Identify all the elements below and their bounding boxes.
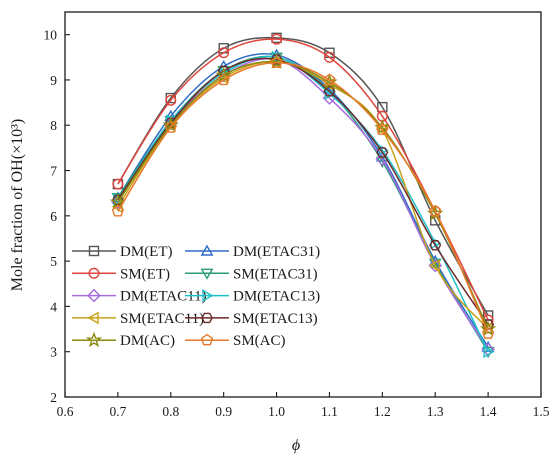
y-tick-label: 3 (50, 345, 57, 360)
data-point (429, 240, 442, 251)
legend-label: SM(ETAC11) (120, 311, 204, 327)
y-axis-title: Mole fraction of OH(×10³) (9, 119, 26, 291)
series-line (117, 55, 489, 353)
legend-marker (85, 331, 103, 348)
series-line (117, 53, 489, 348)
series-line (117, 36, 489, 316)
data-point (112, 178, 124, 190)
series-9 (111, 56, 495, 339)
x-tick-label: 1.2 (374, 404, 391, 419)
legend-label: SM(ET) (120, 266, 170, 282)
x-tick-label: 1.0 (268, 404, 285, 419)
y-tick-label: 5 (50, 254, 57, 269)
y-tick-label: 2 (50, 390, 57, 405)
data-point (164, 121, 177, 133)
y-tick-label: 4 (50, 299, 57, 314)
legend-marker (200, 244, 214, 256)
legend-label: SM(ETAC13) (233, 311, 318, 327)
series-line (117, 55, 489, 353)
legend-label: SM(ETAC31) (233, 266, 318, 282)
x-tick-label: 1.4 (480, 404, 497, 419)
legend-item: DM(ET) (72, 244, 173, 260)
y-tick-label: 9 (50, 73, 57, 88)
x-tick-label: 1.1 (321, 404, 338, 419)
x-tick-label: 1.5 (533, 404, 550, 419)
y-tick-label: 7 (50, 164, 57, 179)
legend-item: DM(ETAC11) (72, 289, 207, 305)
legend-marker (87, 311, 99, 325)
data-point (481, 327, 495, 339)
axes-layer: 0.6 0.7 0.8 0.9 1.0 1.1 1.2 1.3 1.4 1.5 2 3 4 5 6 7 8 9 10 (44, 28, 550, 419)
data-point (217, 73, 230, 86)
legend-item: DM(ETAC13) (185, 289, 320, 305)
x-tick-label: 0.6 (57, 404, 74, 419)
data-point (165, 94, 177, 106)
data-point (218, 47, 230, 59)
x-tick-label: 0.9 (215, 404, 232, 419)
series-line (117, 60, 489, 330)
data-point (323, 73, 336, 86)
data-point (483, 345, 495, 359)
legend-item: DM(AC) (72, 331, 175, 349)
data-point (376, 123, 389, 136)
plot-frame (64, 11, 542, 398)
legend-marker (88, 245, 100, 257)
series-line (117, 57, 489, 325)
data-point (376, 147, 389, 158)
legend-label: DM(ETAC11) (120, 289, 207, 305)
legend-label: DM(ETAC31) (233, 244, 320, 260)
series-line (117, 61, 489, 334)
legend-marker (202, 289, 214, 303)
legend-label: DM(ET) (120, 244, 173, 260)
x-tick-label: 1.3 (427, 404, 444, 419)
x-tick-label: 0.8 (162, 404, 179, 419)
legend-item: SM(ET) (72, 266, 170, 282)
data-point (428, 259, 440, 273)
legend-label: SM(AC) (233, 333, 286, 349)
legend-label: DM(ETAC13) (233, 289, 320, 305)
legend-label: DM(AC) (120, 333, 175, 349)
legend-marker (200, 312, 214, 324)
legend: DM(ET) DM(ETAC31) SM(ET) SM(ETAC31) DM(ETAC1… (72, 244, 320, 349)
legend-marker (200, 268, 214, 280)
legend-marker (87, 288, 101, 303)
legend-item: SM(AC) (185, 333, 286, 349)
x-tick-label: 0.7 (109, 404, 126, 419)
y-tick-label: 6 (50, 209, 57, 224)
data-point (429, 204, 442, 217)
legend-item: SM(ETAC13) (185, 311, 318, 327)
y-tick-label: 8 (50, 118, 57, 133)
legend-marker (200, 333, 214, 346)
data-point (270, 56, 283, 68)
data-point (215, 66, 232, 83)
y-tick-label: 10 (44, 28, 58, 43)
legend-item: SM(ETAC11) (72, 311, 204, 327)
data-point (111, 204, 125, 217)
legend-item: DM(ETAC31) (185, 244, 320, 260)
data-point (271, 33, 283, 45)
x-axis-title: ϕ (292, 437, 300, 454)
legend-item: SM(ETAC31) (185, 266, 318, 282)
legend-marker (88, 267, 100, 279)
series-layer (109, 32, 497, 359)
data-point (323, 51, 335, 63)
